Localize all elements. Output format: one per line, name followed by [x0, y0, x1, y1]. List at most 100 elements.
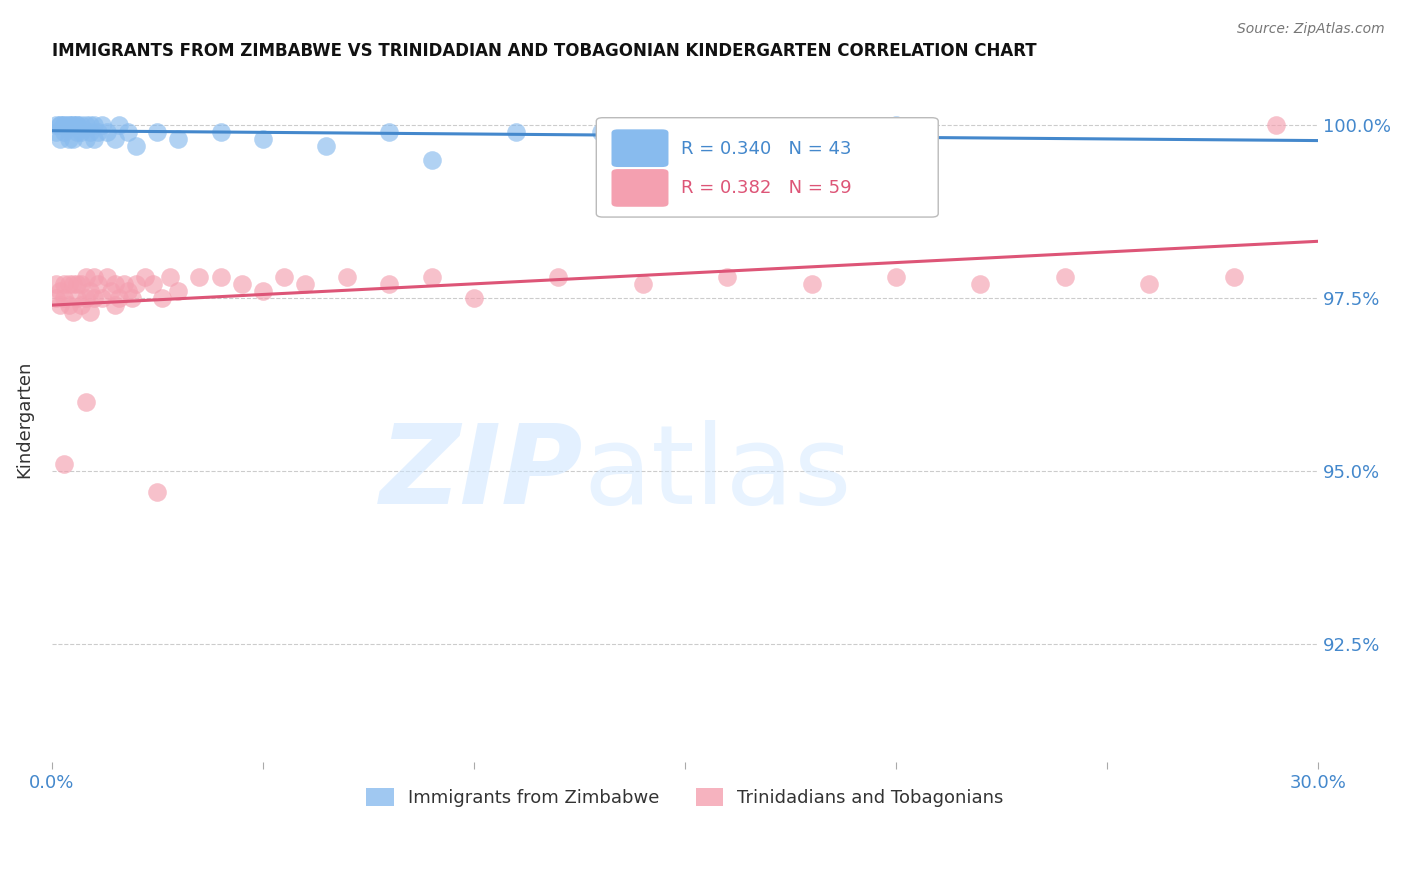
Point: [53, 457, 76, 471]
Point: [58, 118, 80, 132]
Point: [70, 298, 93, 312]
Point: [75, 270, 97, 285]
Point: [1053, 270, 1076, 285]
Point: [1264, 118, 1286, 132]
Point: [75, 395, 97, 409]
Point: [75, 132, 97, 146]
Point: [75, 291, 97, 305]
Point: [231, 277, 253, 292]
Point: [91, 291, 114, 305]
Point: [53, 277, 76, 292]
Point: [112, 277, 135, 292]
Point: [188, 270, 211, 285]
FancyBboxPatch shape: [596, 118, 938, 217]
Text: R = 0.382   N = 59: R = 0.382 N = 59: [681, 179, 852, 197]
Point: [336, 270, 359, 285]
Point: [62, 305, 84, 319]
Point: [79, 118, 101, 132]
Point: [1137, 277, 1160, 292]
Point: [884, 118, 907, 132]
Point: [100, 284, 122, 298]
Point: [58, 277, 80, 292]
Point: [159, 270, 181, 285]
Point: [146, 484, 169, 499]
Text: IMMIGRANTS FROM ZIMBABWE VS TRINIDADIAN AND TOBAGONIAN KINDERGARTEN CORRELATION : IMMIGRANTS FROM ZIMBABWE VS TRINIDADIAN …: [52, 42, 1036, 60]
Point: [96, 125, 118, 139]
Point: [1222, 270, 1244, 285]
Point: [62, 277, 84, 292]
Point: [83, 291, 105, 305]
Point: [62, 118, 84, 132]
Point: [58, 118, 80, 132]
Point: [209, 270, 232, 285]
Point: [108, 291, 131, 305]
Point: [70, 277, 93, 292]
Point: [62, 132, 84, 146]
FancyBboxPatch shape: [612, 169, 668, 207]
Point: [91, 118, 114, 132]
Point: [146, 125, 169, 139]
Point: [142, 277, 165, 292]
Point: [66, 118, 89, 132]
Point: [62, 118, 84, 132]
Point: [49, 118, 72, 132]
Point: [70, 118, 93, 132]
Point: [87, 125, 110, 139]
Point: [420, 153, 443, 167]
Point: [53, 291, 76, 305]
Point: [87, 277, 110, 292]
Point: [79, 125, 101, 139]
Text: ZIP: ZIP: [380, 420, 583, 527]
Point: [83, 132, 105, 146]
Point: [53, 125, 76, 139]
Point: [378, 125, 401, 139]
Point: [104, 298, 127, 312]
Point: [49, 118, 72, 132]
Text: R = 0.340   N = 43: R = 0.340 N = 43: [681, 139, 852, 158]
Point: [66, 277, 89, 292]
Text: atlas: atlas: [583, 420, 852, 527]
FancyBboxPatch shape: [612, 129, 668, 167]
Point: [294, 277, 316, 292]
Point: [58, 132, 80, 146]
Point: [45, 277, 67, 292]
Point: [96, 270, 118, 285]
Point: [463, 291, 485, 305]
Point: [108, 118, 131, 132]
Point: [79, 305, 101, 319]
Point: [420, 270, 443, 285]
Point: [505, 125, 527, 139]
Point: [45, 118, 67, 132]
Point: [49, 298, 72, 312]
Point: [53, 118, 76, 132]
Point: [53, 118, 76, 132]
Point: [83, 270, 105, 285]
Point: [49, 284, 72, 298]
Point: [79, 284, 101, 298]
Point: [66, 125, 89, 139]
Point: [378, 277, 401, 292]
Point: [252, 284, 274, 298]
Point: [125, 277, 148, 292]
Y-axis label: Kindergarten: Kindergarten: [15, 360, 32, 478]
Point: [150, 291, 173, 305]
Point: [45, 291, 67, 305]
Point: [969, 277, 991, 292]
Point: [589, 125, 612, 139]
Point: [167, 132, 190, 146]
Point: [273, 270, 295, 285]
Point: [547, 270, 569, 285]
Point: [117, 284, 139, 298]
Point: [117, 125, 139, 139]
Point: [75, 118, 97, 132]
Point: [800, 277, 823, 292]
Point: [134, 270, 156, 285]
Point: [884, 270, 907, 285]
Point: [631, 277, 654, 292]
Point: [252, 132, 274, 146]
Point: [104, 277, 127, 292]
Point: [315, 138, 337, 153]
Point: [104, 132, 127, 146]
Point: [45, 125, 67, 139]
Point: [66, 291, 89, 305]
